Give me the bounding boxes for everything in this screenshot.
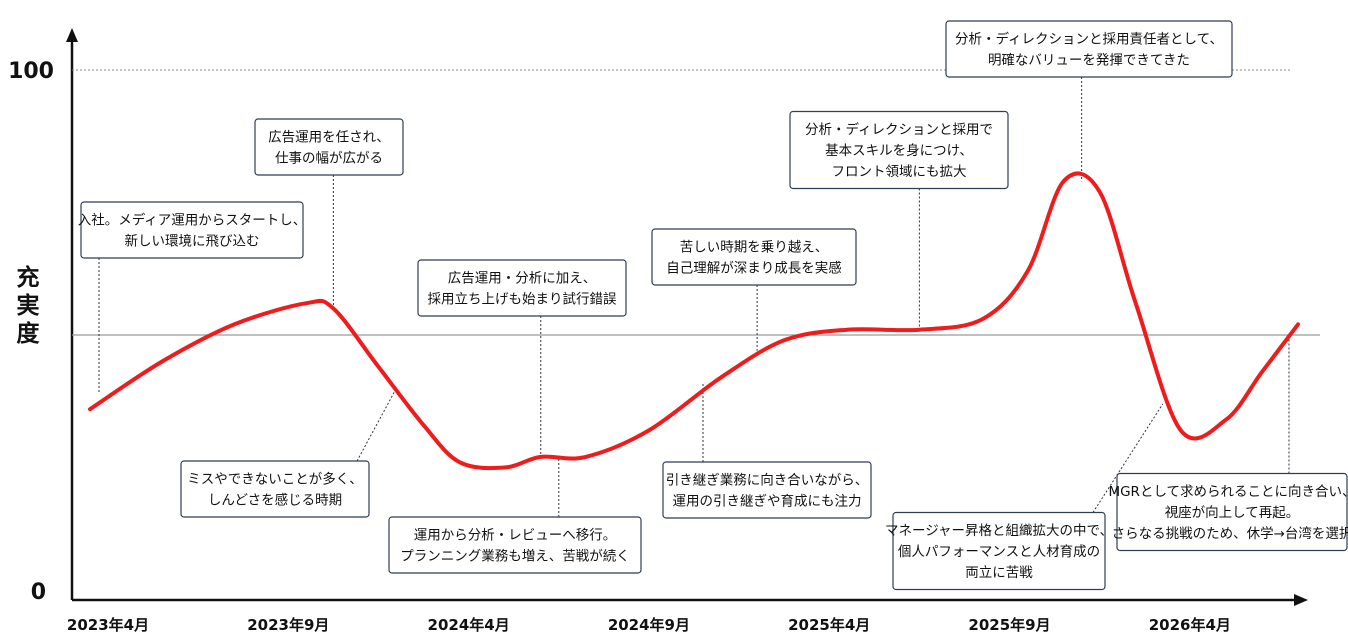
annotation-text: 分析・ディレクションと採用で: [805, 121, 993, 138]
annotation-text: ミスやできないことが多く、: [187, 471, 363, 488]
x-tick-label: 2023年4月: [67, 616, 149, 634]
annotation-text: 新しい環境に飛び込む: [125, 234, 260, 250]
annotation-text: 個人パフォーマンスと人材育成の: [898, 544, 1100, 560]
annotation-text: マネージャー昇格と組織拡大の中で、: [885, 523, 1113, 539]
annotation-box: 入社。メディア運用からスタートし、新しい環境に飛び込む: [78, 201, 307, 259]
annotation-text: 運用の引き継ぎや育成にも注力: [673, 494, 862, 510]
annotation-text: MGRとして求められることに向き合い、: [1108, 484, 1348, 500]
annotation-text: 分析・ディレクションと採用責任者として、: [955, 31, 1223, 48]
annotation-box: 引き継ぎ業務に向き合いながら、運用の引き継ぎや育成にも注力: [662, 461, 872, 519]
annotation-frame: [789, 110, 1009, 190]
x-tick-label: 2026年4月: [1149, 616, 1231, 634]
x-axis-arrow: [1294, 594, 1308, 606]
annotation-frame: [651, 228, 857, 286]
annotation-text: 両立に苦戦: [965, 565, 1033, 581]
annotation-text: 苦しい時期を乗り越え、: [680, 240, 829, 256]
annotation-frame: [892, 511, 1106, 591]
annotation-leader: [356, 387, 397, 462]
annotation-text: 基本スキルを身につけ、: [825, 142, 973, 159]
annotation-box: 分析・ディレクションと採用責任者として、明確なバリューを発揮できてきた: [945, 20, 1233, 78]
annotation-text: 運用から分析・レビューへ移行。: [414, 528, 617, 544]
y-axis-arrow: [66, 28, 78, 42]
annotation-box: 苦しい時期を乗り越え、自己理解が深まり成長を実感: [651, 228, 857, 286]
y-tick-label-0: 0: [31, 580, 46, 605]
annotation-text: 明確なバリューを発揮できてきた: [988, 53, 1190, 69]
annotation-text: 入社。メディア運用からスタートし、: [78, 212, 307, 229]
annotation-frame: [662, 461, 872, 519]
x-tick-labels: 2023年4月 2023年9月 2024年4月 2024年9月 2025年4月 2025年…: [67, 616, 1231, 634]
annotation-text: 視座が向上して再起。: [1165, 505, 1300, 521]
annotation-frame: [388, 516, 642, 574]
y-tick-label-100: 100: [8, 59, 54, 84]
annotation-text: 広告運用を任され、: [268, 130, 390, 146]
annotation-box: ミスやできないことが多く、しんどさを感じる時期: [180, 460, 370, 518]
annotation-text: 広告運用・分析に加え、: [448, 271, 597, 287]
y-axis-title: 充実度: [17, 264, 41, 347]
x-tick-label: 2024年4月: [428, 616, 510, 634]
satisfaction-curve: [88, 171, 1300, 471]
annotation-frame: [254, 118, 404, 176]
annotation-boxes: 入社。メディア運用からスタートし、新しい環境に飛び込む 広告運用を任され、仕事の幅…: [78, 20, 1348, 591]
x-tick-label: 2023年9月: [247, 616, 329, 634]
annotation-box: MGRとして求められることに向き合い、視座が向上して再起。さらなる挑戦のため、休…: [1108, 472, 1348, 552]
annotation-frame: [1116, 472, 1348, 552]
annotation-text: 自己理解が深まり成長を実感: [666, 260, 842, 277]
annotation-text: 採用立ち上げも始まり試行錯誤: [428, 292, 617, 308]
annotation-leader: [1092, 403, 1164, 513]
x-tick-label: 2025年9月: [968, 616, 1050, 634]
x-tick-label: 2024年9月: [608, 616, 690, 634]
annotation-text: プランニング業務も増え、苦戦が続く: [400, 549, 630, 565]
annotation-text: しんどさを感じる時期: [208, 492, 342, 509]
annotation-text: フロント領域にも拡大: [832, 163, 967, 180]
annotation-frame: [80, 201, 304, 259]
x-tick-label: 2025年4月: [788, 616, 870, 634]
annotation-box: 運用から分析・レビューへ移行。プランニング業務も増え、苦戦が続く: [388, 516, 642, 574]
annotation-text: 引き継ぎ業務に向き合いながら、: [666, 473, 869, 489]
annotation-box: 広告運用・分析に加え、採用立ち上げも始まり試行錯誤: [417, 259, 627, 317]
annotation-text: 仕事の幅が広がる: [275, 151, 383, 167]
annotation-frame: [180, 460, 370, 518]
annotation-box: 広告運用を任され、仕事の幅が広がる: [254, 118, 404, 176]
annotation-frame: [945, 20, 1233, 78]
annotation-text: さらなる挑戦のため、休学→台湾を選択: [1112, 525, 1348, 542]
annotation-leader-lines: [98, 77, 1290, 517]
annotation-frame: [417, 259, 627, 317]
